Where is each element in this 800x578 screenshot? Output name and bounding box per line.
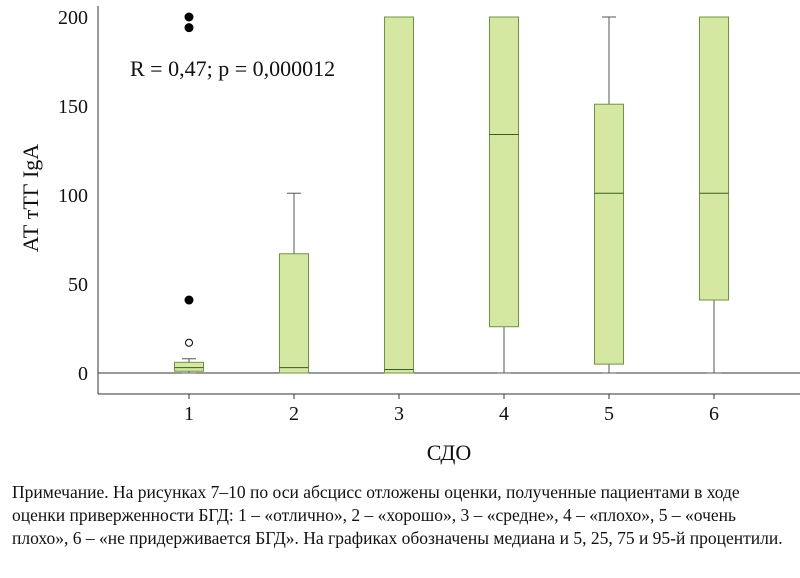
x-tick-label: 5 [604, 403, 614, 425]
figure-caption: Примечание. На рисунках 7–10 по оси абсц… [12, 482, 783, 548]
boxplot-chart: 0 50 100 150 200 1 2 3 4 5 6 R = 0,47; p = 0,0000… [18, 6, 800, 465]
x-tick-label: 4 [499, 403, 509, 425]
box-rect [384, 16, 414, 374]
x-tick-label: 6 [709, 403, 719, 425]
box-rect [594, 103, 624, 365]
outlier-point-open [185, 338, 193, 347]
box-5 [594, 16, 624, 374]
y-tick-label: 50 [68, 274, 88, 296]
box-rect [279, 253, 309, 374]
box-rect [489, 16, 519, 328]
y-tick-label: 150 [58, 96, 88, 118]
x-tick-label: 3 [394, 403, 404, 425]
box-1 [174, 358, 204, 374]
x-tick-label: 1 [184, 403, 194, 425]
outlier-point-filled [184, 295, 194, 305]
box-rect [699, 16, 729, 301]
plot-frame [97, 6, 800, 395]
box-2 [279, 192, 309, 374]
x-tick-label: 2 [289, 403, 299, 425]
outlier-point-filled [184, 23, 194, 33]
correlation-annotation: R = 0,47; p = 0,000012 [130, 56, 335, 81]
x-axis-label: СДО [427, 440, 471, 465]
box-series [174, 16, 729, 374]
box-rect [174, 361, 204, 372]
y-tick-label: 200 [58, 7, 88, 29]
y-tick-label: 0 [78, 363, 88, 385]
box-4 [489, 16, 519, 374]
box-6 [699, 16, 729, 374]
y-tick-label: 100 [58, 185, 88, 207]
y-axis: 0 50 100 150 200 [58, 7, 88, 385]
outlier-points [184, 12, 194, 347]
box-3 [384, 16, 414, 374]
outlier-point-filled [184, 12, 194, 22]
x-axis: 1 2 3 4 5 6 [184, 394, 719, 425]
y-axis-label: АТ тТГ IgA [18, 144, 43, 252]
